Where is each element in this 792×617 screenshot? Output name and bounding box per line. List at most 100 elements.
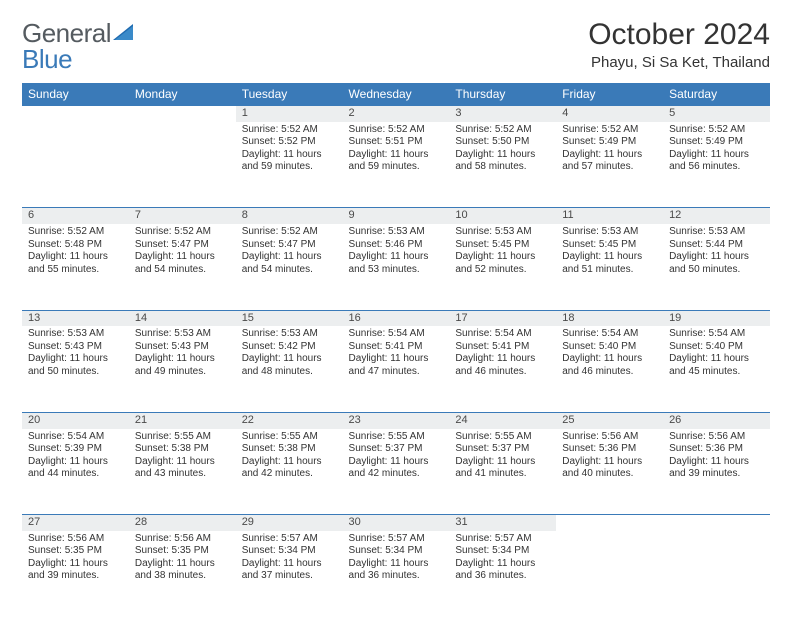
sunrise-text: Sunrise: 5:57 AM: [242, 533, 337, 546]
day-content-cell: [556, 531, 663, 617]
day-content-cell: Sunrise: 5:57 AMSunset: 5:34 PMDaylight:…: [236, 531, 343, 617]
sunrise-text: Sunrise: 5:56 AM: [562, 431, 657, 444]
day-number-cell: 13: [22, 310, 129, 326]
sunset-text: Sunset: 5:35 PM: [135, 545, 230, 558]
daylight-text: Daylight: 11 hours and 55 minutes.: [28, 251, 123, 276]
daylight-text: Daylight: 11 hours and 50 minutes.: [669, 251, 764, 276]
weekday-header: Friday: [556, 83, 663, 106]
sunrise-text: Sunrise: 5:54 AM: [455, 328, 550, 341]
sunset-text: Sunset: 5:41 PM: [349, 341, 444, 354]
day-number-cell: 16: [343, 310, 450, 326]
day-number-cell: 26: [663, 412, 770, 428]
daylight-text: Daylight: 11 hours and 46 minutes.: [455, 353, 550, 378]
sunset-text: Sunset: 5:46 PM: [349, 239, 444, 252]
day-content-cell: Sunrise: 5:52 AMSunset: 5:50 PMDaylight:…: [449, 122, 556, 208]
sunrise-text: Sunrise: 5:56 AM: [28, 533, 123, 546]
sunrise-text: Sunrise: 5:57 AM: [455, 533, 550, 546]
day-content-cell: Sunrise: 5:53 AMSunset: 5:46 PMDaylight:…: [343, 224, 450, 310]
daylight-text: Daylight: 11 hours and 42 minutes.: [242, 456, 337, 481]
day-content-cell: Sunrise: 5:55 AMSunset: 5:37 PMDaylight:…: [449, 429, 556, 515]
day-number-cell: 12: [663, 208, 770, 224]
sunrise-text: Sunrise: 5:53 AM: [562, 226, 657, 239]
day-content-cell: [129, 122, 236, 208]
day-number-cell: 14: [129, 310, 236, 326]
daylight-text: Daylight: 11 hours and 50 minutes.: [28, 353, 123, 378]
sunrise-text: Sunrise: 5:54 AM: [669, 328, 764, 341]
day-content-row: Sunrise: 5:53 AMSunset: 5:43 PMDaylight:…: [22, 326, 770, 412]
sunset-text: Sunset: 5:45 PM: [455, 239, 550, 252]
weekday-header: Saturday: [663, 83, 770, 106]
day-number-cell: 25: [556, 412, 663, 428]
day-number-row: 13141516171819: [22, 310, 770, 326]
sunrise-text: Sunrise: 5:52 AM: [349, 124, 444, 137]
sunset-text: Sunset: 5:49 PM: [562, 136, 657, 149]
day-number-cell: 17: [449, 310, 556, 326]
daylight-text: Daylight: 11 hours and 39 minutes.: [669, 456, 764, 481]
weekday-row: SundayMondayTuesdayWednesdayThursdayFrid…: [22, 83, 770, 106]
daylight-text: Daylight: 11 hours and 47 minutes.: [349, 353, 444, 378]
daylight-text: Daylight: 11 hours and 41 minutes.: [455, 456, 550, 481]
day-content-row: Sunrise: 5:54 AMSunset: 5:39 PMDaylight:…: [22, 429, 770, 515]
sunrise-text: Sunrise: 5:57 AM: [349, 533, 444, 546]
sunset-text: Sunset: 5:44 PM: [669, 239, 764, 252]
day-content-cell: Sunrise: 5:53 AMSunset: 5:45 PMDaylight:…: [449, 224, 556, 310]
day-content-cell: Sunrise: 5:56 AMSunset: 5:36 PMDaylight:…: [663, 429, 770, 515]
sunset-text: Sunset: 5:51 PM: [349, 136, 444, 149]
daylight-text: Daylight: 11 hours and 45 minutes.: [669, 353, 764, 378]
day-content-cell: Sunrise: 5:56 AMSunset: 5:35 PMDaylight:…: [129, 531, 236, 617]
sunrise-text: Sunrise: 5:53 AM: [455, 226, 550, 239]
day-content-cell: Sunrise: 5:54 AMSunset: 5:41 PMDaylight:…: [449, 326, 556, 412]
daylight-text: Daylight: 11 hours and 40 minutes.: [562, 456, 657, 481]
day-content-row: Sunrise: 5:52 AMSunset: 5:52 PMDaylight:…: [22, 122, 770, 208]
day-number-cell: 6: [22, 208, 129, 224]
daylight-text: Daylight: 11 hours and 49 minutes.: [135, 353, 230, 378]
sunset-text: Sunset: 5:34 PM: [349, 545, 444, 558]
day-number-row: 12345: [22, 106, 770, 122]
day-number-cell: [556, 515, 663, 531]
sunset-text: Sunset: 5:38 PM: [242, 443, 337, 456]
day-content-cell: Sunrise: 5:52 AMSunset: 5:52 PMDaylight:…: [236, 122, 343, 208]
sunset-text: Sunset: 5:40 PM: [562, 341, 657, 354]
sunset-text: Sunset: 5:42 PM: [242, 341, 337, 354]
day-number-cell: 31: [449, 515, 556, 531]
day-content-cell: Sunrise: 5:56 AMSunset: 5:35 PMDaylight:…: [22, 531, 129, 617]
day-content-cell: Sunrise: 5:54 AMSunset: 5:41 PMDaylight:…: [343, 326, 450, 412]
day-content-cell: Sunrise: 5:54 AMSunset: 5:39 PMDaylight:…: [22, 429, 129, 515]
sunrise-text: Sunrise: 5:53 AM: [135, 328, 230, 341]
day-content-cell: Sunrise: 5:53 AMSunset: 5:42 PMDaylight:…: [236, 326, 343, 412]
sunset-text: Sunset: 5:37 PM: [455, 443, 550, 456]
sunset-text: Sunset: 5:34 PM: [455, 545, 550, 558]
daylight-text: Daylight: 11 hours and 57 minutes.: [562, 149, 657, 174]
daylight-text: Daylight: 11 hours and 53 minutes.: [349, 251, 444, 276]
sunset-text: Sunset: 5:52 PM: [242, 136, 337, 149]
day-number-row: 6789101112: [22, 208, 770, 224]
sunrise-text: Sunrise: 5:54 AM: [562, 328, 657, 341]
daylight-text: Daylight: 11 hours and 38 minutes.: [135, 558, 230, 583]
sunrise-text: Sunrise: 5:55 AM: [242, 431, 337, 444]
sunrise-text: Sunrise: 5:56 AM: [669, 431, 764, 444]
day-number-cell: 11: [556, 208, 663, 224]
calendar-head: SundayMondayTuesdayWednesdayThursdayFrid…: [22, 83, 770, 106]
sunrise-text: Sunrise: 5:52 AM: [242, 124, 337, 137]
day-number-cell: 10: [449, 208, 556, 224]
daylight-text: Daylight: 11 hours and 54 minutes.: [242, 251, 337, 276]
triangle-icon: [113, 20, 137, 47]
sunrise-text: Sunrise: 5:52 AM: [242, 226, 337, 239]
day-content-cell: Sunrise: 5:52 AMSunset: 5:49 PMDaylight:…: [556, 122, 663, 208]
day-content-cell: Sunrise: 5:53 AMSunset: 5:44 PMDaylight:…: [663, 224, 770, 310]
day-content-cell: Sunrise: 5:57 AMSunset: 5:34 PMDaylight:…: [343, 531, 450, 617]
sunset-text: Sunset: 5:41 PM: [455, 341, 550, 354]
day-number-cell: 29: [236, 515, 343, 531]
sunrise-text: Sunrise: 5:52 AM: [135, 226, 230, 239]
daylight-text: Daylight: 11 hours and 59 minutes.: [242, 149, 337, 174]
daylight-text: Daylight: 11 hours and 56 minutes.: [669, 149, 764, 174]
sunrise-text: Sunrise: 5:55 AM: [349, 431, 444, 444]
sunrise-text: Sunrise: 5:56 AM: [135, 533, 230, 546]
weekday-header: Wednesday: [343, 83, 450, 106]
sunset-text: Sunset: 5:43 PM: [135, 341, 230, 354]
day-number-cell: 22: [236, 412, 343, 428]
day-content-cell: [663, 531, 770, 617]
sunrise-text: Sunrise: 5:52 AM: [28, 226, 123, 239]
sunrise-text: Sunrise: 5:54 AM: [28, 431, 123, 444]
sunset-text: Sunset: 5:43 PM: [28, 341, 123, 354]
